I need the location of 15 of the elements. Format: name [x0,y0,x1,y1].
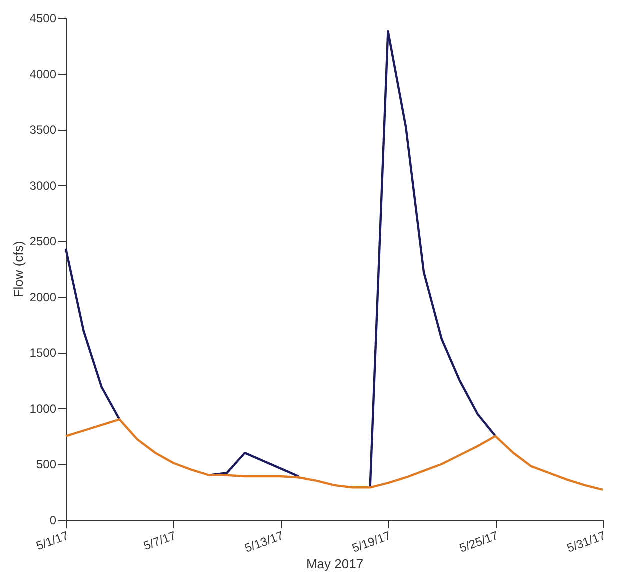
y-tick-label: 2000 [30,290,57,304]
y-tick-label: 2500 [30,234,57,249]
y-tick-label: 4000 [30,67,57,82]
y-axis-title: Flow (cfs) [10,241,26,298]
x-tick-label: 5/1/17 [34,528,71,554]
y-tick-label: 0 [50,514,57,528]
y-tick-label: 3500 [30,123,57,138]
y-tick-label: 500 [36,458,57,472]
y-tick-label: 4500 [30,12,57,26]
line-series [64,418,604,491]
x-tick-label: 5/7/17 [142,528,178,554]
x-axis-title: May 2017 [306,556,364,572]
y-tick-label: 3000 [30,178,57,193]
y-tick-label: 1000 [30,402,57,416]
y-tick-label: 1500 [30,346,57,360]
